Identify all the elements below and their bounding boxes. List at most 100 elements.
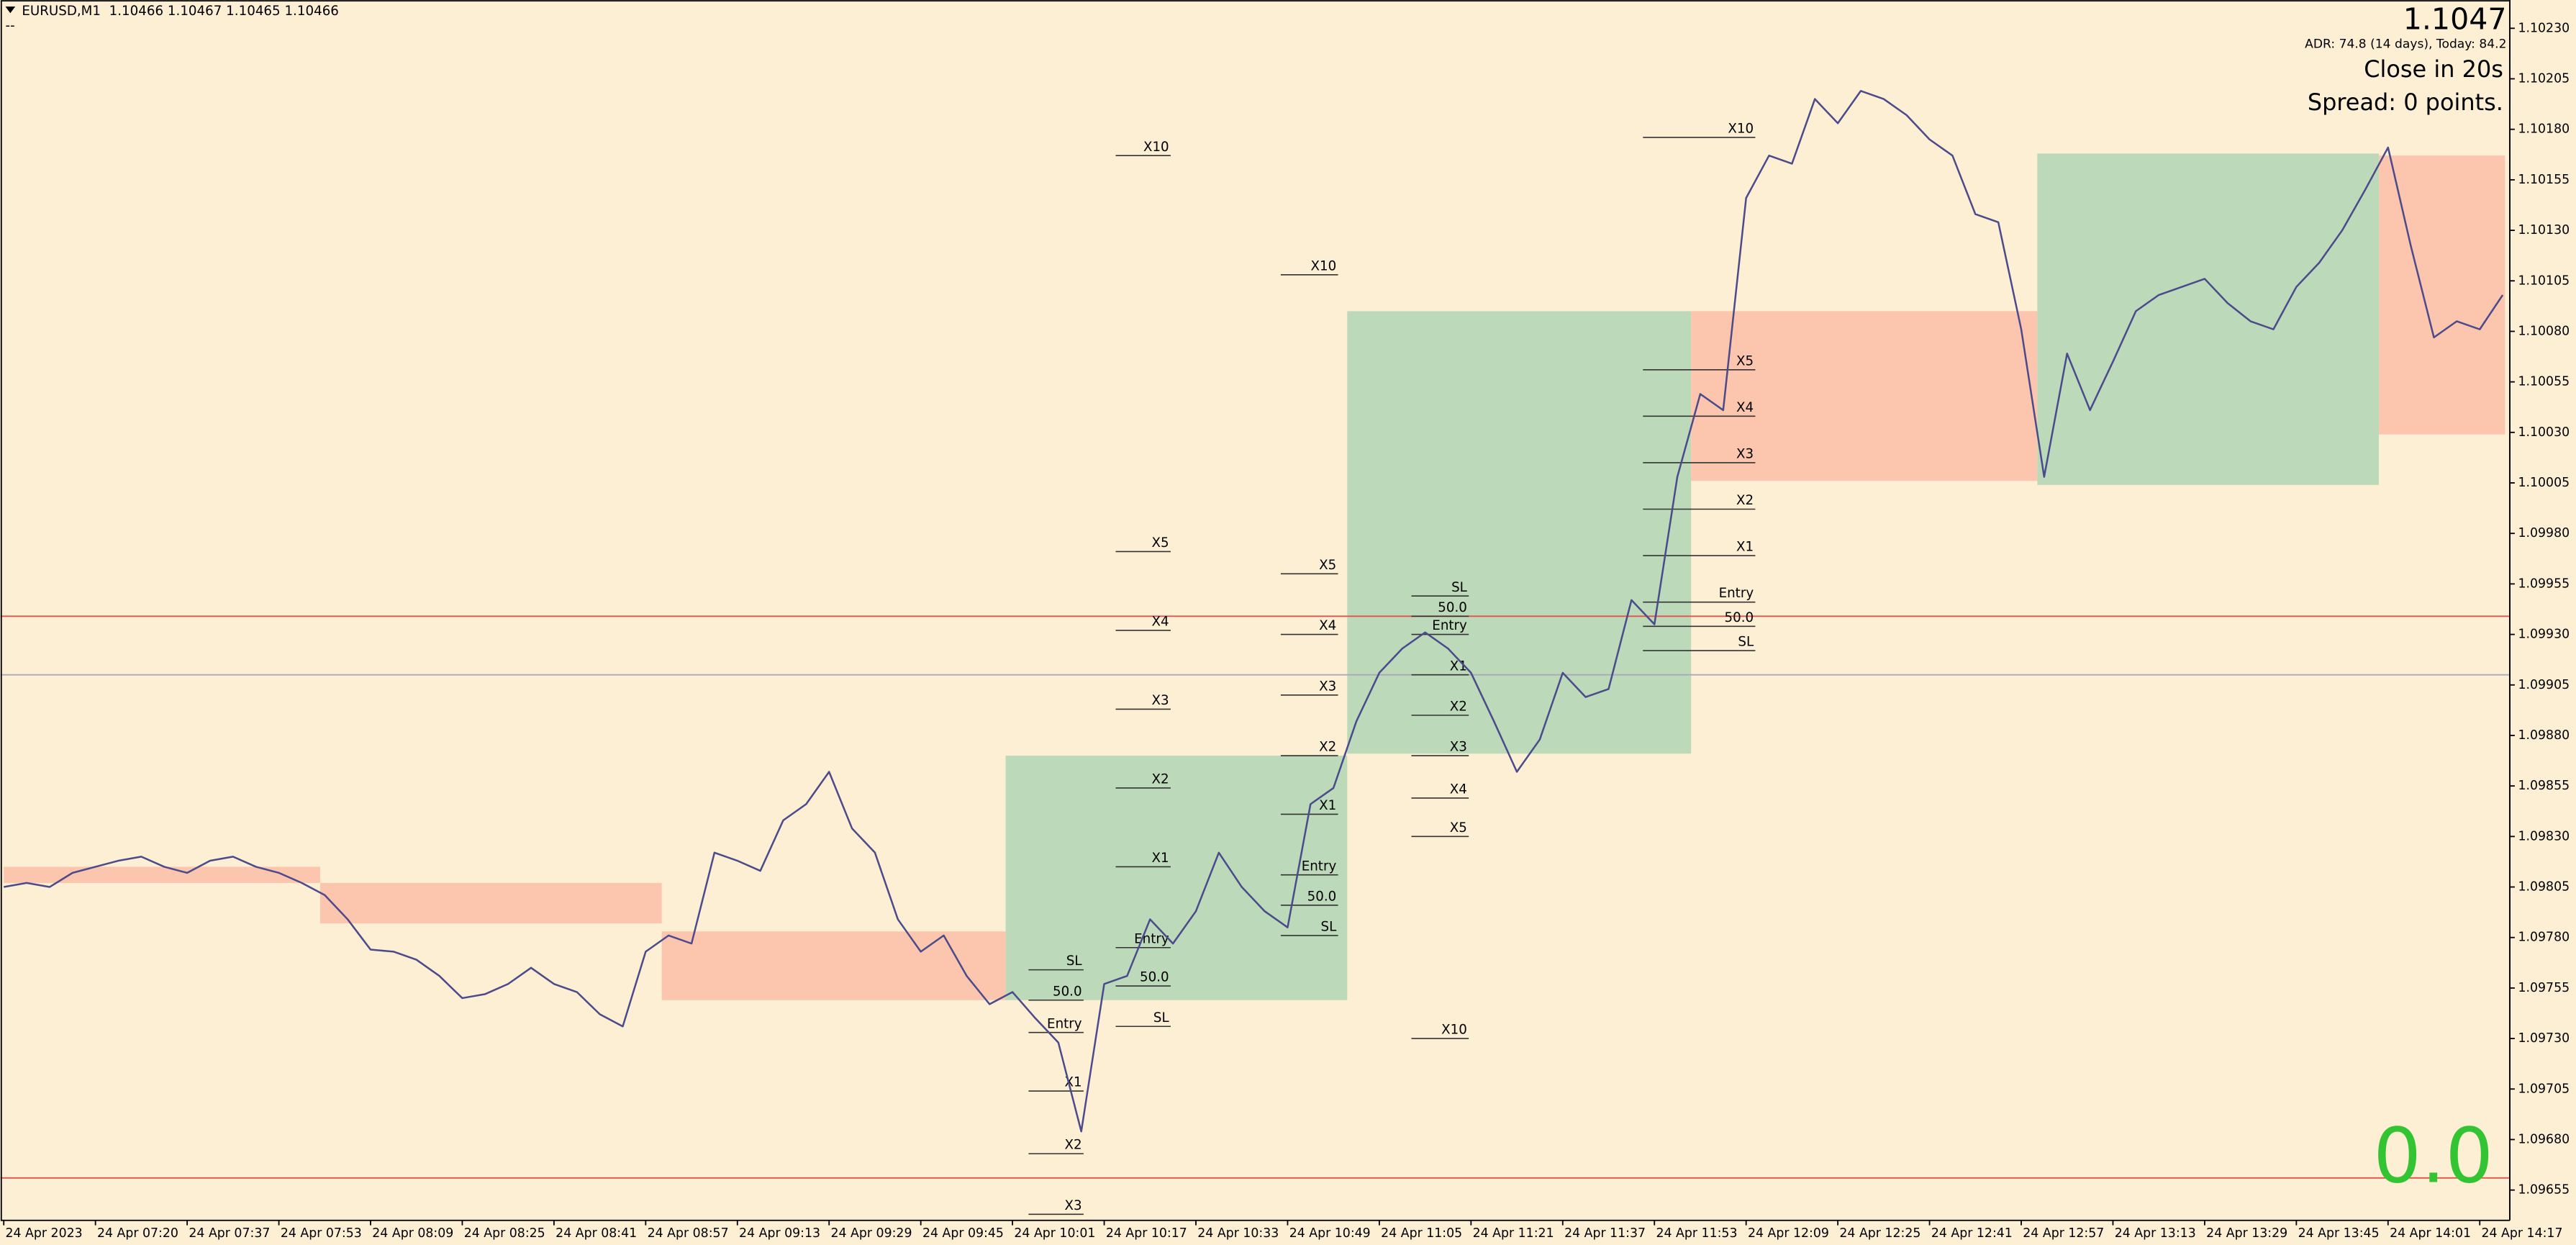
x-tick-label: 24 Apr 10:17 [1106, 1226, 1187, 1241]
x-tick-label: 24 Apr 07:37 [189, 1226, 270, 1241]
x-tick-label: 24 Apr 07:53 [281, 1226, 362, 1241]
y-tick-label: 1.10155 [2518, 173, 2570, 187]
level-label: X2 [1152, 772, 1169, 787]
level-label: X2 [1450, 699, 1467, 714]
level-label: Entry [1302, 859, 1337, 874]
y-tick-label: 1.09955 [2518, 576, 2570, 591]
zone [1691, 311, 2038, 481]
level-label: SL [1153, 1010, 1170, 1026]
level-label: 50.0 [1140, 970, 1169, 985]
level-label: Entry [1047, 1016, 1082, 1031]
x-tick-label: 24 Apr 08:25 [464, 1226, 545, 1241]
level-label: X10 [1311, 258, 1337, 273]
y-tick-label: 1.09755 [2518, 981, 2570, 995]
level-label: X4 [1319, 618, 1336, 633]
level-label: X4 [1736, 400, 1754, 415]
x-tick-label: 24 Apr 12:41 [1931, 1226, 2013, 1241]
level-label: X1 [1736, 540, 1754, 555]
level-label: X5 [1736, 353, 1754, 368]
price-line-series [4, 90, 2504, 1133]
level-label: X10 [1441, 1023, 1467, 1038]
plot-area: X10 X5 X4 X3 X2 X1 Entry 50.0 SL X10 X5 X4 X3 X2 X1 Ent… [0, 90, 2511, 1215]
x-tick-label: 24 Apr 11:21 [1473, 1226, 1554, 1241]
level-label: 50.0 [1053, 984, 1082, 999]
level-label: X4 [1450, 782, 1467, 797]
y-tick-label: 1.09655 [2518, 1183, 2570, 1198]
y-tick-label: 1.09830 [2518, 829, 2570, 843]
x-tick-label: 24 Apr 08:09 [372, 1226, 453, 1241]
level-label: Entry [1432, 618, 1467, 633]
zone [2379, 155, 2505, 435]
y-tick-label: 1.09730 [2518, 1031, 2570, 1046]
y-tick-label: 1.09980 [2518, 526, 2570, 540]
level-label: X2 [1319, 740, 1336, 755]
y-tick-label: 1.10030 [2518, 425, 2570, 440]
y-tick-label: 1.09905 [2518, 678, 2570, 692]
counter: 0.0 [2373, 1112, 2493, 1200]
spread-info: Spread: 0 points. [2308, 89, 2503, 116]
zone [2037, 153, 2380, 485]
level-label: SL [1320, 919, 1337, 934]
y-tick-label: 1.09930 [2518, 628, 2570, 642]
level-label: X4 [1152, 615, 1169, 630]
y-tick-label: 1.10230 [2518, 21, 2570, 35]
x-tick-label: 24 Apr 13:29 [2206, 1226, 2287, 1241]
symbol-sub: -- [6, 19, 15, 34]
level-label: X3 [1736, 447, 1754, 462]
x-tick-label: 24 Apr 07:20 [97, 1226, 178, 1241]
x-tick-label: 24 Apr 2023 [6, 1226, 83, 1241]
level-label: X5 [1152, 535, 1169, 551]
adr-info: ADR: 74.8 (14 days), Today: 84.2 [2305, 37, 2506, 52]
x-tick-label: 24 Apr 09:13 [739, 1226, 820, 1241]
level-label: Entry [1719, 586, 1754, 601]
level-label: X1 [1450, 658, 1467, 674]
zone [1347, 311, 1692, 754]
x-tick-label: 24 Apr 08:41 [555, 1226, 637, 1241]
y-tick-label: 1.10105 [2518, 273, 2570, 288]
x-tick-label: 24 Apr 14:01 [2390, 1226, 2471, 1241]
level-label: 50.0 [1307, 889, 1337, 904]
x-tick-label: 24 Apr 14:17 [2482, 1226, 2563, 1241]
x-tick-label: 24 Apr 11:53 [1656, 1226, 1738, 1241]
x-tick-label: 24 Apr 13:45 [2298, 1226, 2380, 1241]
x-tick-label: 24 Apr 09:29 [831, 1226, 912, 1241]
level-label: X10 [1728, 122, 1754, 137]
x-tick-label: 24 Apr 09:45 [922, 1226, 1004, 1241]
level-label: X3 [1064, 1198, 1081, 1213]
level-label: X2 [1064, 1138, 1081, 1153]
zone [661, 931, 1006, 1000]
y-tick-label: 1.10130 [2518, 223, 2570, 237]
y-tick-label: 1.09680 [2518, 1132, 2570, 1146]
level-label: X2 [1736, 493, 1754, 508]
level-label: 50.0 [1438, 600, 1467, 615]
level-label: X5 [1319, 558, 1336, 573]
level-label: X1 [1152, 851, 1169, 866]
y-tick-label: 1.09805 [2518, 880, 2570, 895]
x-tick-label: 24 Apr 10:33 [1197, 1226, 1279, 1241]
x-tick-label: 24 Apr 08:57 [648, 1226, 729, 1241]
y-tick-label: 1.09880 [2518, 728, 2570, 743]
zone [319, 882, 662, 924]
level-label: SL [1066, 954, 1083, 969]
current-price: 1.1047 [2403, 2, 2507, 37]
x-tick-label: 24 Apr 12:57 [2023, 1226, 2104, 1241]
y-tick-label: 1.10055 [2518, 375, 2570, 389]
x-tick-label: 24 Apr 12:25 [1839, 1226, 1920, 1241]
symbol-info: EURUSD,M1 1.10466 1.10467 1.10465 1.1046… [22, 4, 339, 19]
y-tick-label: 1.09855 [2518, 779, 2570, 793]
x-tick-label: 24 Apr 12:09 [1748, 1226, 1829, 1241]
y-tick-label: 1.09705 [2518, 1082, 2570, 1096]
y-tick-label: 1.10205 [2518, 71, 2570, 86]
x-tick-label: 24 Apr 13:13 [2115, 1226, 2196, 1241]
level-label: 50.0 [1724, 610, 1754, 625]
zone [4, 866, 320, 883]
price-axis-bg [2510, 0, 2576, 1245]
level-label: X3 [1319, 679, 1336, 694]
menu-icon[interactable] [5, 6, 16, 14]
level-label: SL [1738, 635, 1754, 650]
level-label: X3 [1152, 693, 1169, 708]
x-tick-label: 24 Apr 11:05 [1381, 1226, 1462, 1241]
level-label: X1 [1319, 798, 1336, 813]
level-label: X10 [1143, 140, 1169, 155]
